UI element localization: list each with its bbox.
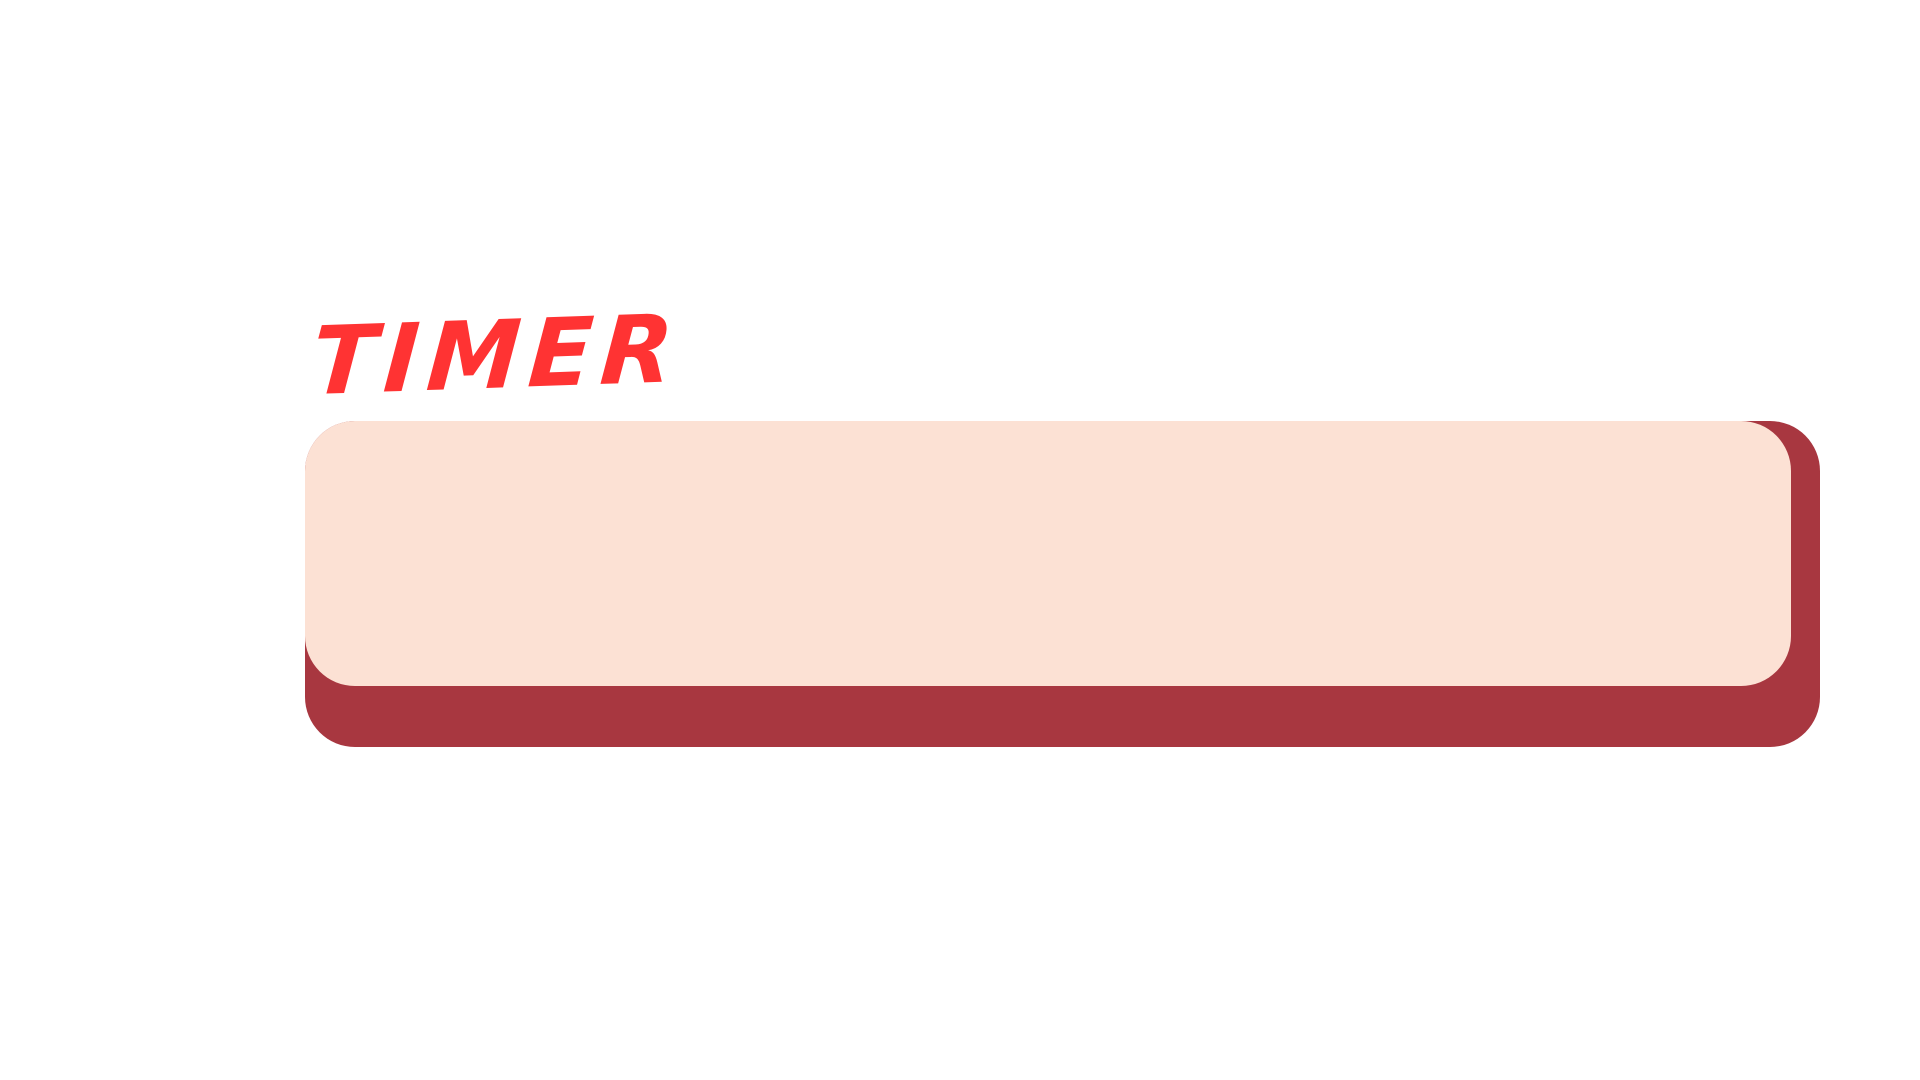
timer-panel (305, 421, 1791, 686)
timer-display (305, 421, 1791, 686)
timer-title: TIMER (308, 294, 685, 418)
